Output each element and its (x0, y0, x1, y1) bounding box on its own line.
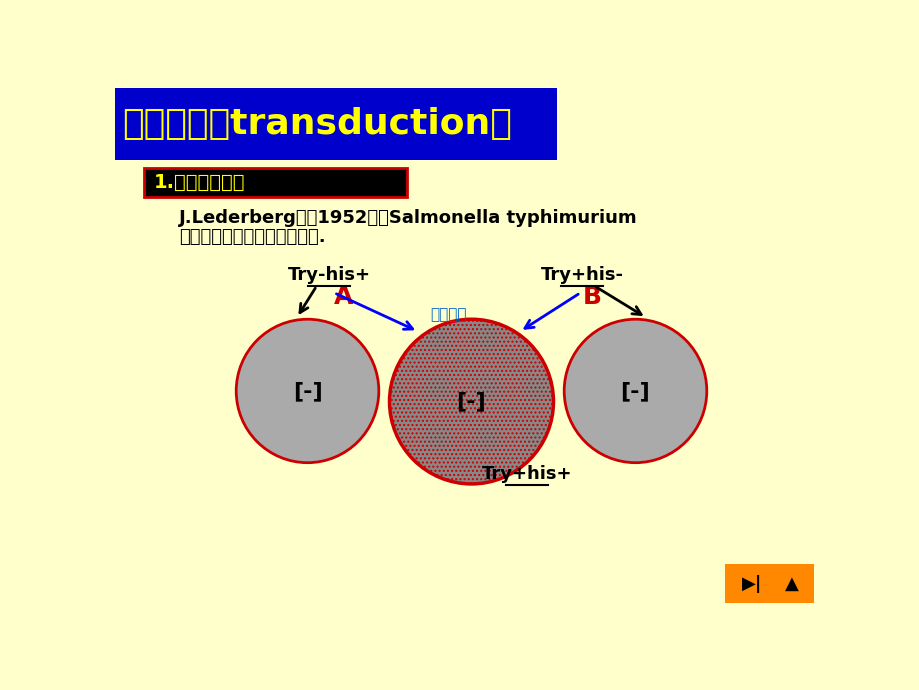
Text: 【鼠伤寒沙门氏菌】中发现的.: 【鼠伤寒沙门氏菌】中发现的. (179, 228, 325, 246)
Text: Try+his+: Try+his+ (482, 465, 572, 484)
Text: ▲: ▲ (785, 575, 799, 593)
Text: [-]: [-] (620, 381, 650, 401)
Text: B: B (583, 285, 602, 309)
Ellipse shape (389, 319, 553, 484)
Text: 1.转导及其发现: 1.转导及其发现 (154, 173, 245, 193)
Text: A: A (333, 285, 353, 309)
Ellipse shape (563, 319, 706, 463)
Text: J.Lederberg等【1952】在Salmonella typhimurium: J.Lederberg等【1952】在Salmonella typhimuriu… (179, 209, 637, 227)
Text: [-]: [-] (456, 392, 486, 411)
Text: Try-his+: Try-his+ (287, 266, 370, 284)
Ellipse shape (236, 319, 379, 463)
FancyBboxPatch shape (115, 88, 557, 160)
Text: Try+his-: Try+his- (540, 266, 623, 284)
Text: 混合培养: 混合培养 (430, 308, 467, 322)
Text: 三、转导【transduction】: 三、转导【transduction】 (122, 107, 512, 141)
FancyBboxPatch shape (724, 564, 813, 604)
Text: ▶|: ▶| (741, 575, 761, 593)
FancyBboxPatch shape (143, 168, 407, 197)
Text: [-]: [-] (292, 381, 322, 401)
